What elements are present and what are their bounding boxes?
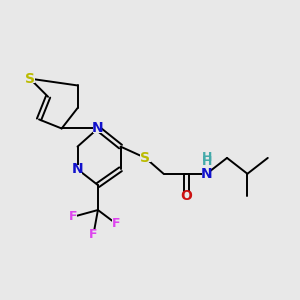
FancyBboxPatch shape bbox=[202, 169, 211, 178]
Text: N: N bbox=[92, 122, 104, 136]
Text: H: H bbox=[201, 155, 212, 168]
Text: F: F bbox=[69, 210, 77, 223]
Text: S: S bbox=[25, 72, 35, 86]
FancyBboxPatch shape bbox=[73, 165, 82, 174]
Text: F: F bbox=[112, 217, 120, 230]
Text: O: O bbox=[180, 189, 192, 203]
FancyBboxPatch shape bbox=[89, 230, 97, 239]
FancyBboxPatch shape bbox=[203, 154, 211, 162]
FancyBboxPatch shape bbox=[69, 212, 77, 221]
FancyBboxPatch shape bbox=[112, 219, 120, 228]
Text: S: S bbox=[140, 151, 151, 165]
FancyBboxPatch shape bbox=[93, 124, 102, 133]
Text: H: H bbox=[201, 152, 212, 164]
FancyBboxPatch shape bbox=[140, 153, 151, 163]
Text: N: N bbox=[72, 162, 83, 176]
Text: F: F bbox=[89, 228, 98, 242]
FancyBboxPatch shape bbox=[25, 74, 35, 83]
Text: N: N bbox=[201, 167, 212, 181]
FancyBboxPatch shape bbox=[182, 192, 191, 201]
